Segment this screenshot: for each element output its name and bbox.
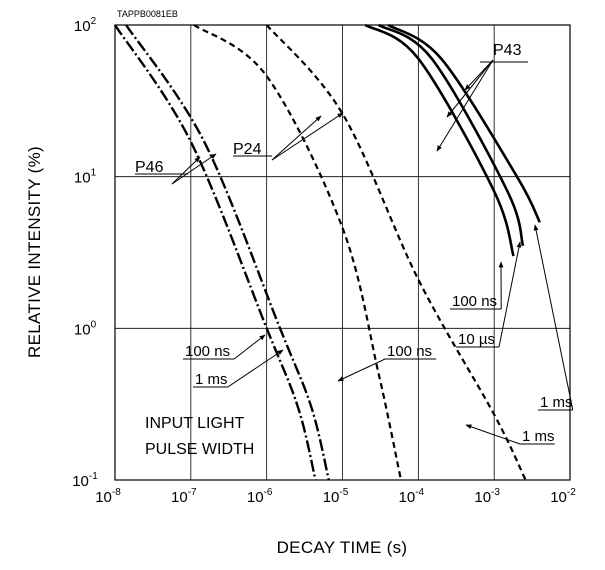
series-p43-curve [387,23,541,223]
series-p24-curve [265,24,527,481]
phosphor-leader [171,153,217,185]
y-tick-label: 10-1 [72,471,98,490]
x-tick-label: 10-8 [95,487,121,506]
x-tick-label: 10-4 [399,487,425,506]
pulse-width-label: 10 µs [458,331,495,348]
chart-code: TAPPB0081EB [117,9,178,19]
x-tick-label: 10-3 [474,487,500,506]
pulse-width-note-line1: INPUT LIGHT [145,415,245,432]
pulse-width-leader [498,241,522,348]
phosphor-label: P43 [493,42,522,59]
phosphor-leader [271,115,322,161]
series-p43-curve [364,23,515,257]
pulse-width-label: 100 ns [452,293,497,310]
series-p46-curve [113,24,317,481]
pulse-width-note-line2: PULSE WIDTH [145,441,254,458]
pulse-width-label: 100 ns [185,343,230,360]
x-axis-title: DECAY TIME (s) [277,538,408,557]
phosphor-leader [171,156,201,185]
y-tick-label: 102 [74,16,97,35]
labels: 10-8 10-7 10-6 10-5 10-4 10-3 10-2 102 101 100 10-… [72,16,576,506]
pulse-width-leader [337,358,386,382]
phosphor-leader [446,59,494,118]
phosphor-leader [271,112,344,161]
y-tick-label: 100 [74,319,97,338]
y-tick-label: 101 [74,168,97,187]
pulse-width-leader [465,424,521,445]
pulse-width-label: 1 ms [195,371,228,388]
y-axis-title: RELATIVE INTENSITY (%) [25,146,44,358]
pulse-width-label: 1 ms [522,428,555,445]
x-tick-label: 10-6 [247,487,273,506]
plot-frame [114,24,571,481]
series-p46-curve [125,24,330,481]
grid [115,25,570,480]
pulse-width-label: 100 ns [387,343,432,360]
phosphor-label: P24 [233,141,262,158]
series-p43-curve [378,23,525,247]
x-tick-label: 10-7 [171,487,197,506]
series-p24-curve [193,24,403,481]
phosphor-leader [436,59,494,152]
pulse-width-leader [533,224,574,411]
pulse-width-label: 1 ms [540,394,573,411]
pulse-width-leader [233,334,266,360]
phosphor-label: P46 [135,159,164,176]
x-tick-label: 10-5 [323,487,349,506]
curves [113,23,541,481]
x-tick-label: 10-2 [550,487,576,506]
pulse-width-leader [227,349,284,388]
label-leaders [171,59,574,445]
